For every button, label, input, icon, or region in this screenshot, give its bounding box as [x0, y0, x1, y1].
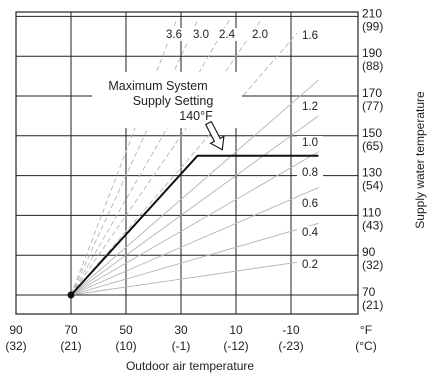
curve-label-bg	[297, 136, 323, 149]
origin-point	[67, 291, 75, 299]
reset-curve-0-6	[70, 187, 319, 296]
y-tick-label: 210	[362, 6, 382, 20]
y-tick-label: 110	[362, 205, 381, 219]
y-tick-sublabel: (54)	[362, 179, 383, 193]
x-tick-sublabel: (-12)	[223, 339, 248, 353]
x-tick-label: 10	[229, 323, 243, 337]
curve-label-1-6: 1.6	[302, 30, 318, 42]
x-tick-label: 30	[174, 323, 188, 337]
curve-label-0-8: 0.8	[302, 167, 318, 179]
reset-curve-1-0	[70, 115, 319, 296]
curve-label-bg	[214, 28, 240, 41]
curve-label-2-0: 2.0	[252, 29, 268, 41]
max-supply-curve	[70, 154, 319, 296]
x-tick-sublabel: (-23)	[278, 339, 303, 353]
curve-label-bg	[247, 28, 273, 41]
reset-curve-0-8	[70, 151, 319, 296]
annotation-arrow	[204, 120, 225, 151]
x-tick-sublabel: (32)	[5, 339, 26, 353]
reset-curve-0-4	[70, 222, 319, 296]
x-tick-label: 90	[9, 323, 23, 337]
curve-label-bg	[297, 226, 323, 239]
reset-curve-2-4	[70, 20, 230, 296]
curve-label-1-0: 1.0	[302, 137, 318, 149]
annotation-line-1: Maximum System	[108, 79, 207, 93]
curve-label-bg	[161, 28, 187, 41]
reset-curve-3-0	[70, 20, 198, 296]
plot-frame	[15, 11, 359, 315]
annotation-line-2: Supply Setting	[133, 94, 214, 108]
annotation-line-3: 140°F	[179, 109, 213, 123]
y-tick-sublabel: (32)	[362, 258, 383, 272]
curve-label-3-0: 3.0	[193, 29, 209, 41]
y-tick-label: 170	[362, 86, 382, 100]
x-axis-title: Outdoor air temperature	[126, 359, 254, 373]
x-tick-label: 70	[64, 323, 78, 337]
curve-label-bg	[188, 28, 214, 41]
curve-label-bg	[297, 258, 323, 271]
x-tick-label: 50	[119, 323, 133, 337]
curve-label-0-2: 0.2	[302, 259, 318, 271]
curve-label-1-2: 1.2	[302, 101, 318, 113]
x-unit-sublabel: (°C)	[355, 339, 376, 353]
curve-label-0-4: 0.4	[302, 227, 319, 239]
curve-label-2-4: 2.4	[219, 29, 236, 41]
annotation-bg	[92, 72, 242, 128]
curve-label-bg	[297, 166, 323, 179]
curve-label-3-6: 3.6	[166, 29, 182, 41]
y-tick-label: 150	[362, 126, 382, 140]
curve-label-bg	[297, 100, 323, 113]
y-axis-title: Supply water temperature	[413, 91, 427, 229]
y-tick-label: 90	[362, 245, 376, 259]
reset-curve-0-2	[70, 258, 319, 296]
reset-curve-1-2	[70, 79, 319, 296]
x-unit-label: °F	[360, 323, 372, 337]
reset-curve-1-6	[70, 28, 302, 296]
curve-label-bg	[297, 29, 323, 42]
y-tick-sublabel: (21)	[362, 298, 383, 312]
reset-curve-3-6	[70, 20, 177, 296]
x-tick-sublabel: (-1)	[172, 339, 191, 353]
curve-label-0-6: 0.6	[302, 198, 318, 210]
y-tick-sublabel: (99)	[362, 19, 383, 33]
y-tick-label: 190	[362, 46, 382, 60]
x-tick-label: -10	[282, 323, 300, 337]
y-tick-sublabel: (43)	[362, 218, 383, 232]
y-tick-label: 70	[362, 285, 376, 299]
y-tick-sublabel: (77)	[362, 99, 383, 113]
x-tick-sublabel: (10)	[115, 339, 136, 353]
y-tick-sublabel: (65)	[362, 139, 383, 153]
y-tick-sublabel: (88)	[362, 59, 383, 73]
curve-label-bg	[297, 197, 323, 210]
y-tick-label: 130	[362, 166, 382, 180]
x-tick-sublabel: (21)	[60, 339, 81, 353]
